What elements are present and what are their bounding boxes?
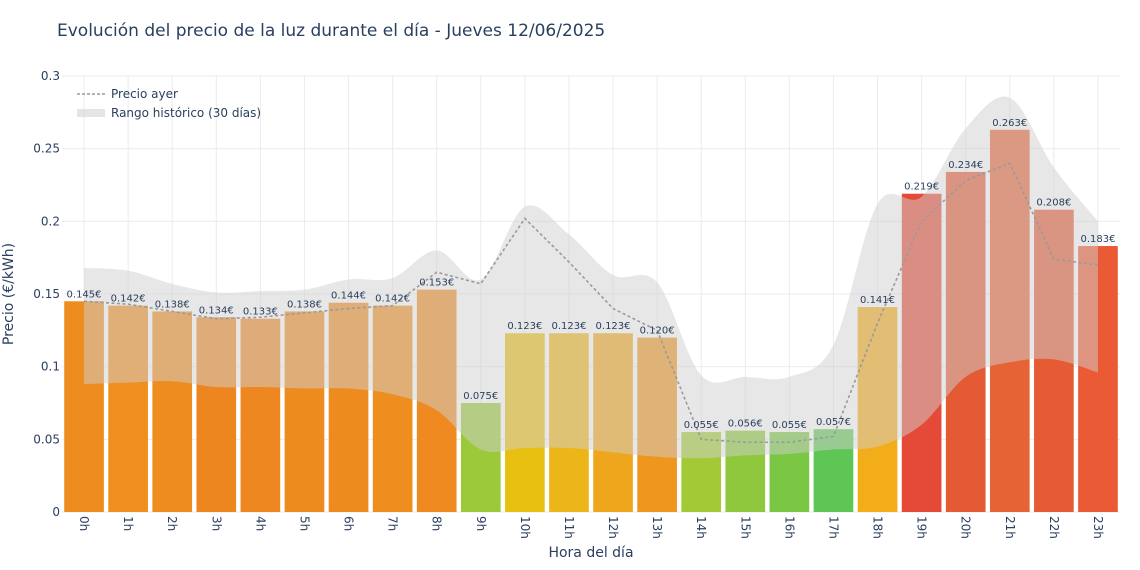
y-tick-label: 0.2 [41,214,60,228]
yesterday-price-line [83,162,1099,444]
x-tick-label: 9h [474,516,488,531]
x-tick-label: 19h [915,516,929,539]
bar-value-labels: 0.145€ 0.142€ 0.138€ 0.134€ 0.133€ 0.138€ 0.14… [67,118,1116,431]
bar-value-label: 0.123€ [596,321,631,332]
x-tick-label: 18h [871,516,885,539]
legend-label-historical-range[interactable]: Rango histórico (30 días) [111,106,261,120]
x-tick-label: 5h [297,516,311,531]
historical-range-band [84,96,1098,459]
x-tick-label: 12h [606,516,620,539]
x-tick-label: 6h [342,516,356,531]
x-tick-label: 20h [959,516,973,539]
x-tick-label: 2h [165,516,179,531]
x-tick-label: 7h [386,516,400,531]
axes: 0 0.05 0.1 0.15 0.2 0.25 0.3 0h 1h 2h 3h 4h 5h 6h 7h 8h… [33,69,1105,539]
chart-title: Evolución del precio de la luz durante e… [57,21,606,41]
x-tick-label: 23h [1091,516,1105,539]
bar-value-label: 0.142€ [375,294,410,305]
legend: Precio ayer Rango histórico (30 días) [77,87,261,120]
legend-label-yesterday[interactable]: Precio ayer [111,87,178,101]
bar-value-label: 0.075€ [463,391,498,402]
bar-value-label: 0.142€ [111,294,146,305]
bar-value-label: 0.123€ [507,321,542,332]
y-tick-label: 0.05 [33,432,60,446]
x-tick-label: 10h [518,516,532,539]
yesterday-line-path [83,162,1099,444]
x-tick-label: 11h [562,516,576,539]
y-tick-label: 0.1 [41,360,60,374]
y-tick-label: 0.15 [33,287,60,301]
historical-range-area [84,96,1098,459]
bar-value-label: 0.263€ [992,118,1027,129]
x-tick-label: 4h [253,516,267,531]
bar-value-label: 0.123€ [551,321,586,332]
y-axis-title: Precio (€/kWh) [1,243,17,345]
x-tick-label: 15h [738,516,752,539]
x-tick-label: 22h [1047,516,1061,539]
y-tick-label: 0 [52,505,60,519]
bar-value-label: 0.183€ [1080,234,1115,245]
bar-value-label: 0.120€ [640,326,675,337]
x-axis-title: Hora del día [548,545,633,561]
bar-value-label: 0.144€ [331,291,366,302]
bar-value-label: 0.145€ [67,289,102,300]
x-tick-label: 1h [121,516,135,531]
bar-value-label: 0.219€ [904,182,939,193]
y-tick-label: 0.25 [33,142,60,156]
bar-value-label: 0.056€ [728,419,763,430]
x-tick-label: 21h [1003,516,1017,539]
bar-value-label: 0.138€ [155,299,190,310]
x-tick-label: 0h [77,516,91,531]
bar-value-label: 0.208€ [1036,198,1071,209]
x-tick-label: 8h [430,516,444,531]
bar-value-label: 0.138€ [287,299,322,310]
x-tick-label: 17h [826,516,840,539]
bar-value-label: 0.134€ [199,305,234,316]
x-tick-label: 13h [650,516,664,539]
bar-value-label: 0.133€ [243,307,278,318]
x-tick-label: 16h [782,516,796,539]
x-tick-label: 14h [694,516,708,539]
bar-value-label: 0.055€ [684,420,719,431]
bar-value-label: 0.234€ [948,160,983,171]
x-tick-label: 3h [209,516,223,531]
bar-value-label: 0.055€ [772,420,807,431]
bar-value-label: 0.153€ [419,278,454,289]
bar-value-label: 0.057€ [816,417,851,428]
bar-value-label: 0.141€ [860,295,895,306]
y-tick-label: 0.3 [41,69,60,83]
legend-swatch-historical-range [77,109,105,117]
